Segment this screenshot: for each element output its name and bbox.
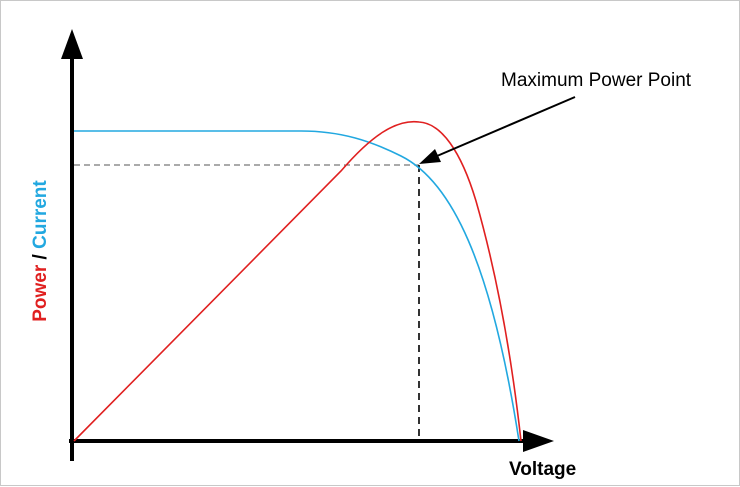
x-axis-label: Voltage [509, 459, 576, 480]
y-axis-label-separator: / [30, 249, 51, 265]
y-axis-arrowhead [61, 29, 83, 59]
mpp-annotation-label: Maximum Power Point [501, 70, 692, 91]
y-axis-label: Power / Current [30, 180, 51, 322]
power-curve [73, 120, 522, 442]
mpp-annotation-arrow [419, 96, 576, 164]
mpp-guides [74, 164, 420, 441]
y-axis-label-power: Power [30, 264, 51, 322]
axes [61, 29, 554, 461]
y-axis-label-current: Current [30, 180, 51, 249]
x-axis-arrowhead [523, 430, 554, 452]
current-curve [74, 130, 520, 442]
